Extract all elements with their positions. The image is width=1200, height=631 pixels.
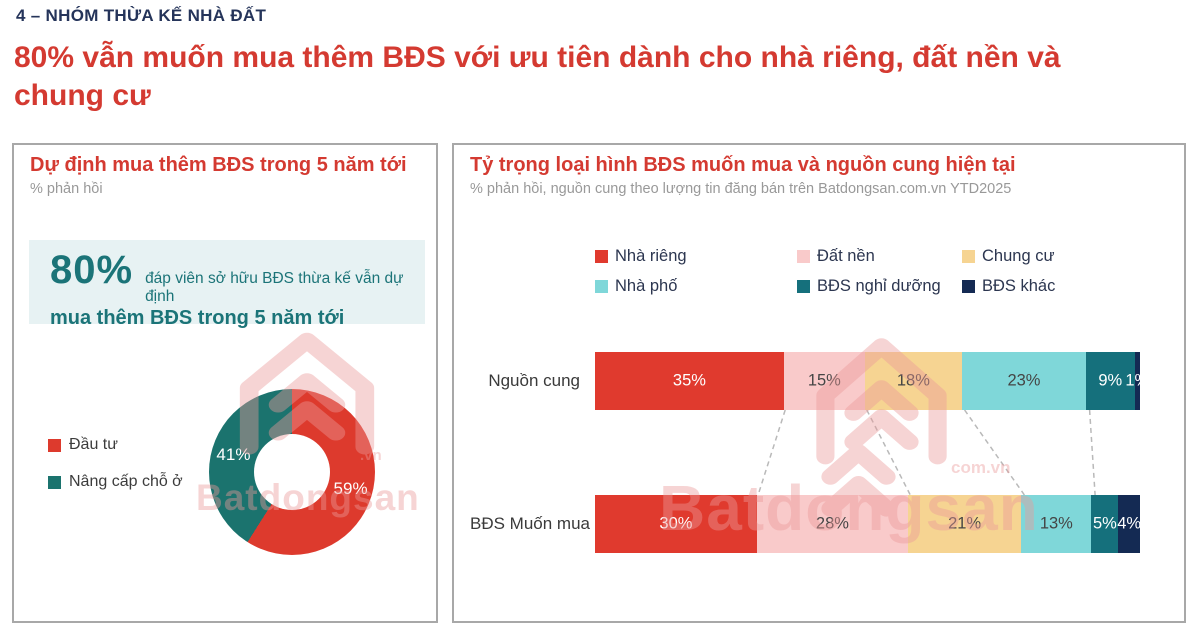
property-type-panel: Tỷ trọng loại hình BĐS muốn mua và nguồn…: [452, 143, 1186, 623]
legend-item: Đầu tư: [48, 436, 183, 454]
bar-segment-label: 15%: [807, 371, 841, 390]
slide-headline: 80% vẫn muốn mua thêm BĐS với ưu tiên dà…: [14, 41, 1061, 112]
legend-swatch: [48, 438, 61, 452]
bar-segment: 28%: [756, 495, 908, 553]
bar-segment: 5%: [1091, 495, 1119, 553]
key-stat-text-bold: mua thêm BĐS trong 5 năm tới: [50, 307, 345, 329]
right-panel-subtitle: % phản hồi, nguồn cung theo lượng tin đă…: [470, 181, 1012, 197]
bar-segment: 23%: [961, 352, 1087, 410]
connector-line: [1088, 410, 1096, 495]
bar-segment-label: 5%: [1092, 514, 1117, 533]
bar-segment: 21%: [907, 495, 1022, 553]
bar-row: BĐS Muốn mua 30% 28% 21% 13% 5% 4%: [470, 495, 1140, 553]
bar-segment: 30%: [595, 495, 757, 553]
bar-segment-label: 18%: [896, 371, 930, 390]
donut-chart: 59% 41%: [209, 389, 375, 555]
right-panel-title: Tỷ trọng loại hình BĐS muốn mua và nguồn…: [470, 154, 1016, 176]
legend-item: Nhà riêng: [595, 247, 797, 266]
legend-item: Chung cư: [962, 247, 1055, 266]
bar-segment: 9%: [1086, 352, 1135, 410]
bar-segment-label: 28%: [815, 514, 849, 533]
legend-swatch: [797, 250, 810, 263]
left-panel-title: Dự định mua thêm BĐS trong 5 năm tới: [30, 154, 407, 176]
bar-segment: 4%: [1117, 495, 1140, 553]
bar-segment: 1%: [1125, 352, 1140, 410]
legend-label: BĐS nghỉ dưỡng: [817, 277, 941, 295]
bar-segment-label: 4%: [1117, 514, 1140, 533]
stacked-bar: 35% 15% 18% 23% 9%1%: [595, 352, 1140, 410]
stacked-bar-legend: Nhà riêng Đất nền Chung cư Nhà phố BĐS nghỉ …: [595, 247, 1055, 296]
connector-line: [963, 410, 1026, 495]
watermark-left: Batdongsan .vn: [14, 145, 436, 621]
legend-swatch: [48, 475, 61, 489]
bar-segment: 35%: [595, 352, 784, 410]
legend-label: Nâng cấp chỗ ở: [69, 473, 183, 490]
connector-line: [757, 410, 786, 495]
bar-category-label: Nguồn cung: [488, 371, 580, 390]
legend-item: BĐS khác: [962, 277, 1055, 296]
legend-label: Đầu tư: [69, 436, 118, 453]
donut-legend: Đầu tư Nâng cấp chỗ ở: [48, 436, 183, 510]
bar-category-label: BĐS Muốn mua: [470, 514, 590, 533]
legend-swatch: [962, 250, 975, 263]
segment-connector-lines: [757, 410, 1096, 495]
bar-segment-label: 21%: [948, 514, 982, 533]
donut-slice-label: 41%: [216, 444, 251, 464]
legend-label: Đất nền: [817, 247, 875, 265]
donut-slice-label: 59%: [333, 479, 368, 499]
legend-swatch: [595, 280, 608, 293]
bar-segment-label: 9%: [1098, 371, 1123, 390]
key-stat-text: đáp viên sở hữu BĐS thừa kế vẫn dự định: [145, 270, 404, 305]
stacked-bar: 30% 28% 21% 13% 5% 4%: [595, 495, 1140, 553]
legend-item: BĐS nghỉ dưỡng: [797, 277, 962, 296]
bar-segment: 18%: [864, 352, 962, 410]
bar-row: Nguồn cung 35% 15% 18% 23% 9%1%: [470, 352, 1140, 410]
bar-segment-label: 35%: [672, 371, 706, 390]
legend-item: Nhà phố: [595, 277, 797, 296]
bar-segment-label: 13%: [1039, 514, 1073, 533]
legend-label: Nhà riêng: [615, 247, 687, 265]
legend-label: Nhà phố: [615, 277, 678, 295]
legend-item: Đất nền: [797, 247, 962, 266]
bar-segment-label: 23%: [1007, 371, 1041, 390]
key-stat-value: 80%: [50, 248, 134, 292]
purchase-intent-panel: Dự định mua thêm BĐS trong 5 năm tới % p…: [12, 143, 438, 623]
legend-label: BĐS khác: [982, 277, 1056, 295]
legend-swatch: [797, 280, 810, 293]
bar-segment-label: 30%: [659, 514, 693, 533]
legend-swatch: [962, 280, 975, 293]
legend-label: Chung cư: [982, 247, 1055, 265]
section-kicker: 4 – NHÓM THỪA KẾ NHÀ ĐẤT: [16, 6, 267, 25]
key-stat-callout: 80% đáp viên sở hữu BĐS thừa kế vẫn dự đ…: [29, 240, 425, 329]
bar-segment-label: 1%: [1125, 371, 1140, 390]
left-panel-subtitle: % phản hồi: [30, 181, 103, 197]
legend-item: Nâng cấp chỗ ở: [48, 473, 183, 491]
bar-segment: 13%: [1021, 495, 1092, 553]
bar-segment: 15%: [783, 352, 865, 410]
connector-line: [866, 410, 911, 495]
legend-swatch: [595, 250, 608, 263]
